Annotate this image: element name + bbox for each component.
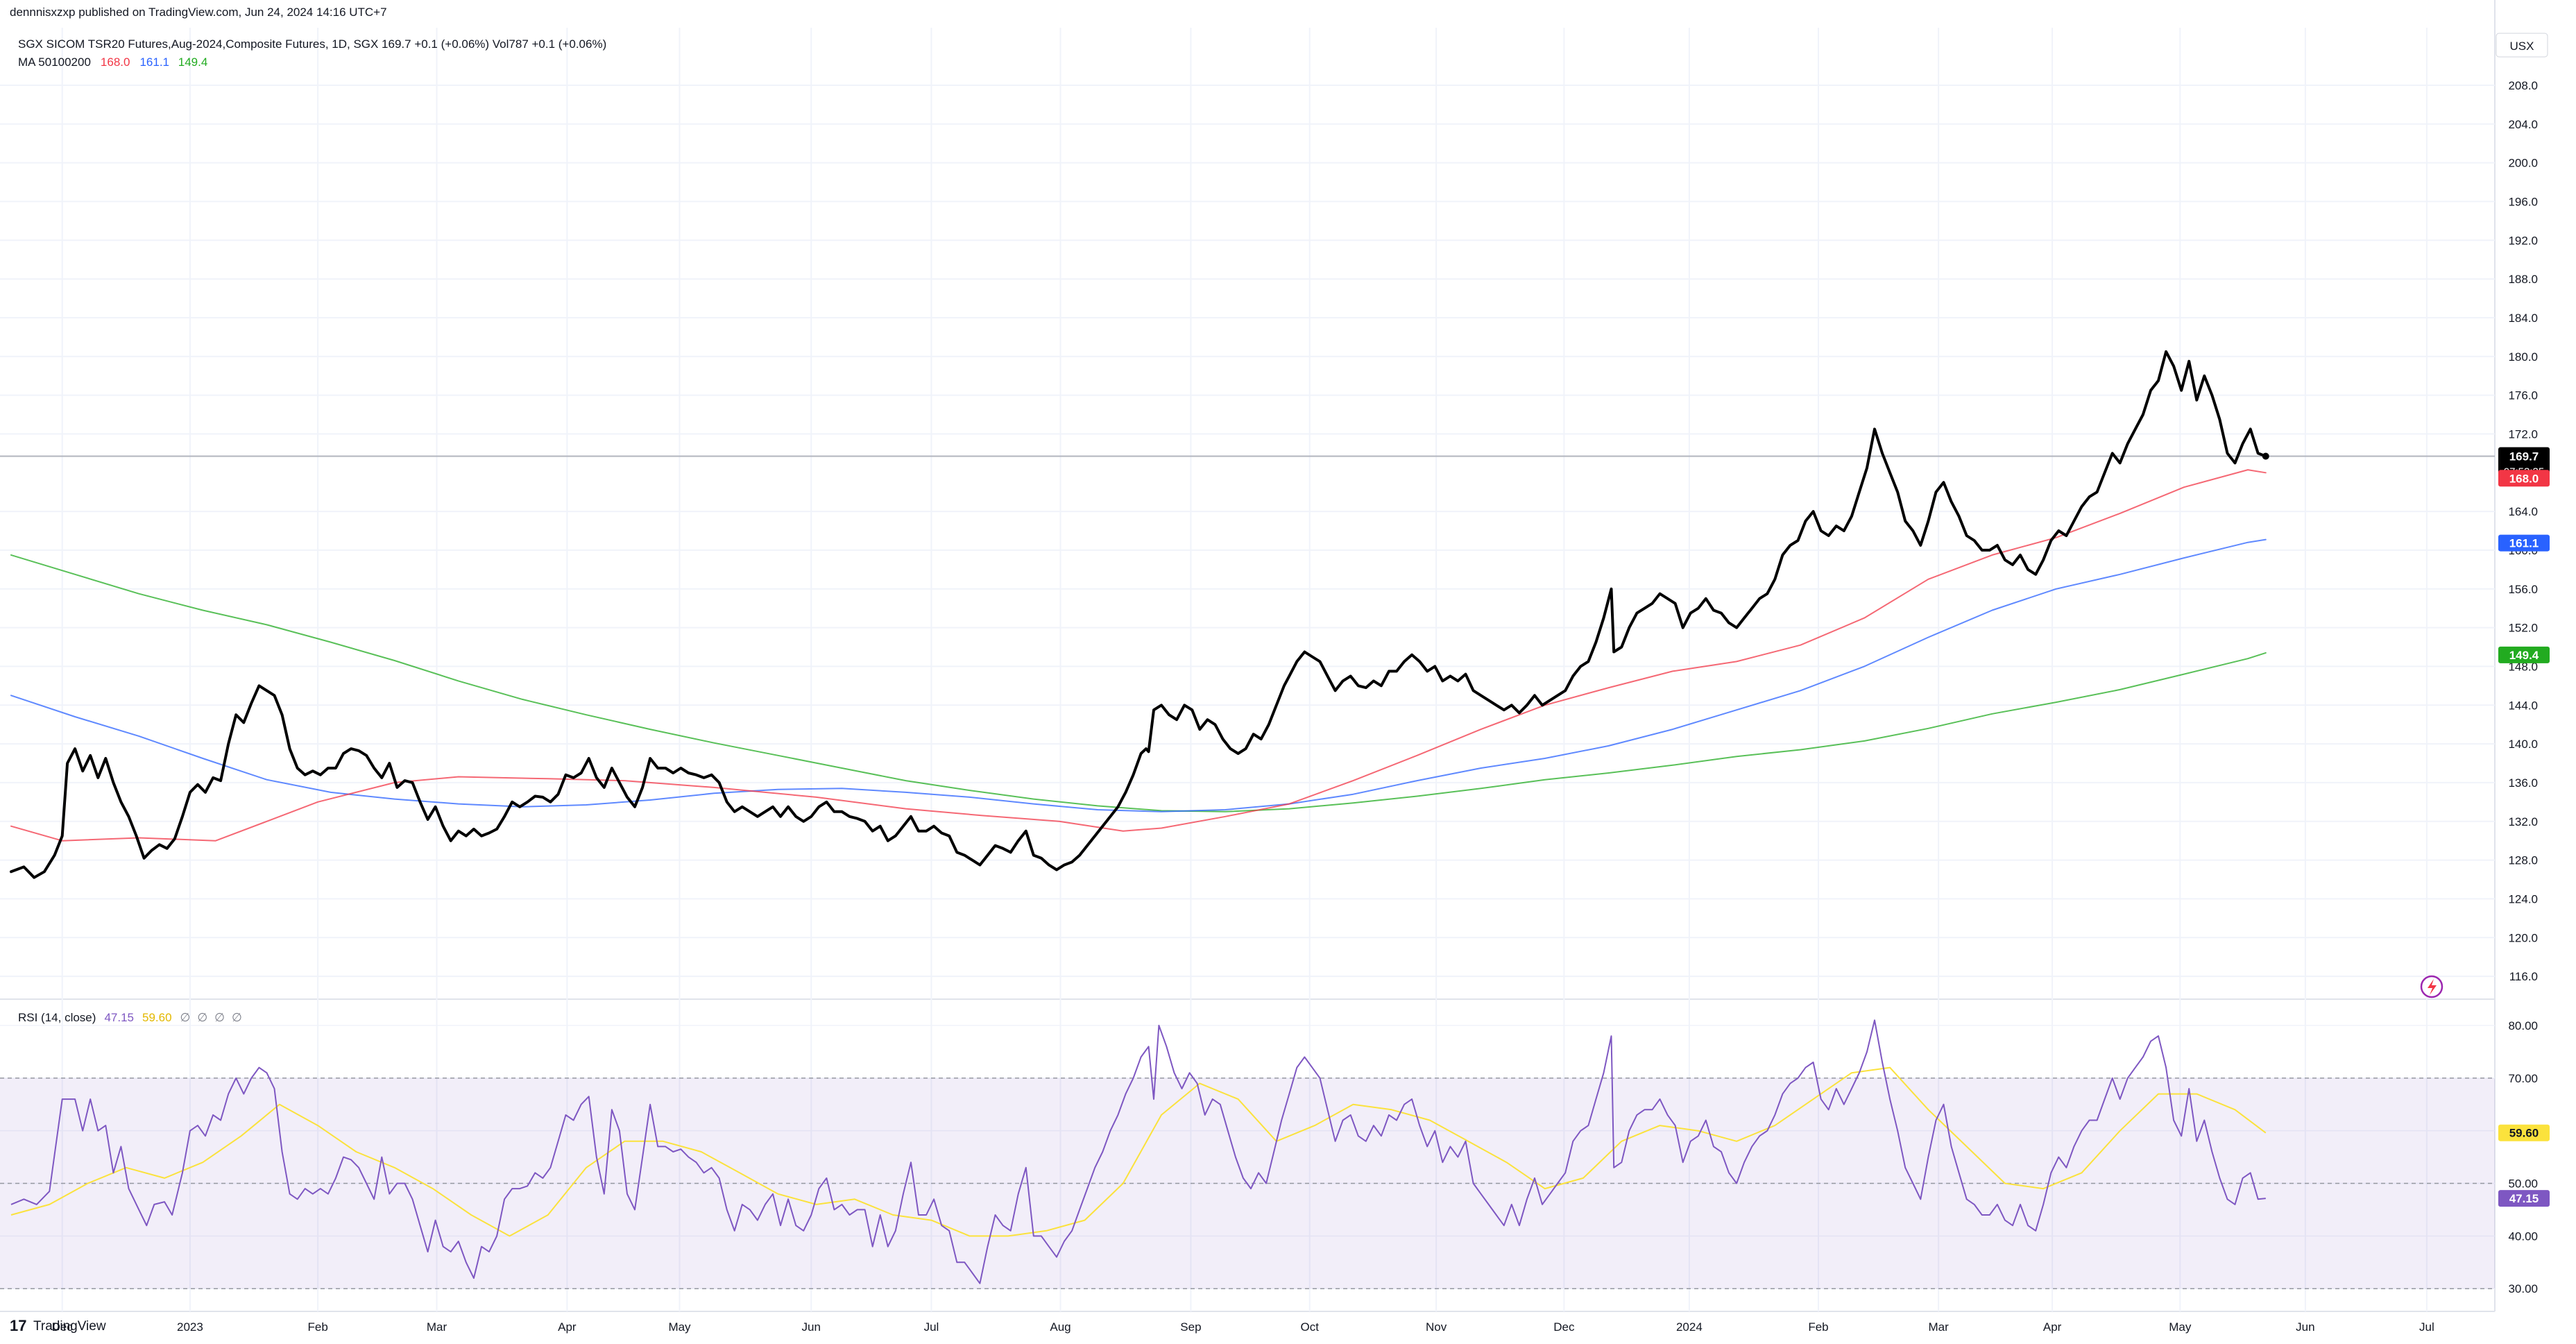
x-tick-label: Feb (307, 1320, 327, 1334)
rsi-legend[interactable]: RSI (14, close) 47.15 59.60 ∅ ∅ ∅ ∅ (18, 1011, 242, 1024)
x-tick-label: Aug (1050, 1320, 1071, 1334)
x-tick-label: 2023 (177, 1320, 203, 1334)
x-tick-label: Nov (1426, 1320, 1447, 1334)
y-tick-label: 120.0 (2508, 931, 2538, 944)
x-tick-label: 2024 (1676, 1320, 1703, 1334)
rsi-y-tick-label: 50.00 (2508, 1177, 2538, 1191)
last-price-tag-label: 169.7 (2509, 450, 2539, 463)
x-tick-label: Jun (802, 1320, 821, 1334)
ma100-tag-label: 161.1 (2509, 537, 2539, 550)
rsi-legend-extra-4: ∅ (232, 1011, 242, 1024)
x-tick-label: Sep (1180, 1320, 1201, 1334)
brand-name: TradingView (33, 1319, 106, 1334)
rsi-y-tick-label: 80.00 (2508, 1019, 2538, 1032)
rsi-ma-tag-bg (2498, 1124, 2550, 1141)
ma100-line (10, 538, 2267, 813)
series-layer (10, 350, 2269, 1284)
x-tick-label: Apr (2043, 1320, 2062, 1334)
y-tick-label: 124.0 (2508, 892, 2538, 905)
y-tick-label: 196.0 (2508, 195, 2538, 208)
y-tick-label: 204.0 (2508, 118, 2538, 131)
y-tick-label: 188.0 (2508, 273, 2538, 286)
currency-label: USX (2510, 40, 2534, 53)
lightning-icon[interactable] (2420, 975, 2443, 998)
rsi-legend-extra-1: ∅ (180, 1011, 191, 1024)
ma50-tag-bg (2498, 470, 2550, 487)
rsi-tag-label: 47.15 (2509, 1192, 2539, 1205)
y-tick-label: 132.0 (2508, 815, 2538, 828)
x-tick-label: Oct (1301, 1320, 1320, 1334)
rsi-tag-bg (2498, 1190, 2550, 1207)
x-tick-label: Dec (52, 1320, 74, 1334)
y-tick-label: 152.0 (2508, 622, 2538, 635)
y-tick-label: 208.0 (2508, 79, 2538, 92)
y-tick-label: 128.0 (2508, 854, 2538, 867)
grid (0, 0, 2496, 1312)
ma50-value: 168.0 (101, 56, 130, 69)
y-tick-label: 192.0 (2508, 234, 2538, 247)
ma200-tag-label: 149.4 (2509, 649, 2539, 662)
ma100-value: 161.1 (139, 56, 169, 69)
y-tick-label: 184.0 (2508, 312, 2538, 325)
ma50-tag-label: 168.0 (2509, 472, 2539, 485)
ma100-tag-bg (2498, 534, 2550, 552)
rsi_ma-line (10, 1066, 2267, 1237)
x-tick-label: Apr (558, 1320, 577, 1334)
rsi-legend-value: 47.15 (104, 1011, 134, 1024)
x-tick-label: Feb (1808, 1320, 1828, 1334)
axis-layer: Dec 2023 Feb Mar Apr May Jun Jul Aug Sep Oct Nov Dec… (52, 79, 2538, 1334)
rsi-legend-extra-2: ∅ (197, 1011, 207, 1024)
rsi-line (10, 1019, 2266, 1284)
x-tick-label: Jul (2419, 1320, 2434, 1334)
rsi-y-tick-label: 30.00 (2508, 1282, 2538, 1295)
rsi-title: RSI (14, close) (18, 1011, 96, 1024)
ma-label: MA 50100200 (18, 56, 91, 69)
currency-box[interactable] (2496, 33, 2548, 58)
symbol-line[interactable]: SGX SICOM TSR20 Futures,Aug-2024,Composi… (18, 37, 606, 51)
x-tick-label: Dec (1553, 1320, 1575, 1334)
rsi-ma-tag-label: 59.60 (2509, 1127, 2539, 1140)
y-tick-label: 172.0 (2508, 427, 2538, 441)
y-tick-label: 136.0 (2508, 776, 2538, 790)
ma200-value: 149.4 (178, 56, 208, 69)
y-tick-label: 116.0 (2509, 970, 2538, 983)
y-tick-label: 140.0 (2508, 738, 2538, 751)
last-price-dot (2262, 452, 2269, 460)
y-tick-label: 156.0 (2508, 583, 2538, 596)
y-tick-label: 176.0 (2508, 389, 2538, 402)
rsi-legend-extra-3: ∅ (214, 1011, 225, 1024)
y-tick-label: 180.0 (2508, 350, 2538, 364)
y-tick-label: 200.0 (2508, 157, 2538, 170)
tradingview-logo[interactable]: 17 TradingView (10, 1317, 106, 1334)
price-line (10, 350, 2267, 879)
x-tick-label: Jun (2296, 1320, 2314, 1334)
rsi-y-tick-label: 40.00 (2508, 1230, 2538, 1243)
y-tick-label: 144.0 (2508, 699, 2538, 712)
ma200-tag-bg (2498, 646, 2550, 663)
logo-mark: 17 (10, 1317, 26, 1334)
x-tick-label: May (668, 1320, 691, 1334)
x-tick-label: Mar (427, 1320, 447, 1334)
ma-legend[interactable]: MA 50100200 168.0 161.1 149.4 (18, 56, 207, 69)
ma200-line (10, 554, 2267, 813)
rsi-ma-legend-value: 59.60 (142, 1011, 172, 1024)
x-tick-label: Mar (1928, 1320, 1949, 1334)
rsi-y-tick-label: 70.00 (2508, 1072, 2538, 1085)
x-tick-label: Jul (924, 1320, 939, 1334)
ma50-line (10, 469, 2267, 842)
published-by: dennnisxzxp published on TradingView.com… (10, 6, 387, 19)
x-tick-label: May (2169, 1320, 2192, 1334)
y-tick-label: 164.0 (2508, 505, 2538, 518)
y-tick-label: 148.0 (2508, 660, 2538, 673)
